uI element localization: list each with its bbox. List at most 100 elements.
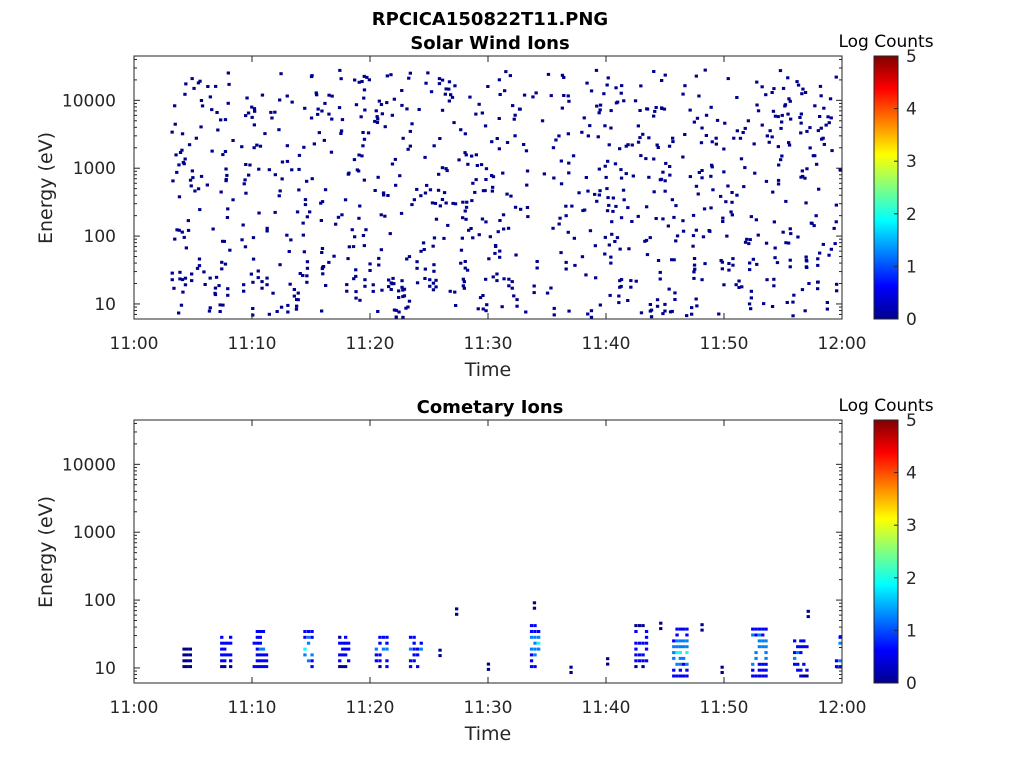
heatmap-cell — [519, 207, 523, 211]
heatmap-cell — [429, 90, 434, 94]
heatmap-cell — [660, 107, 664, 110]
heatmap-cell — [412, 659, 416, 663]
heatmap-cell — [626, 206, 630, 210]
heatmap-cell — [493, 244, 498, 247]
heatmap-cell — [784, 241, 788, 245]
heatmap-cell — [537, 647, 541, 651]
heatmap-cell — [572, 236, 576, 240]
heatmap-cell — [252, 146, 256, 150]
heatmap-cell — [223, 665, 227, 669]
heatmap-cell — [327, 93, 331, 97]
heatmap-cell — [251, 236, 256, 240]
heatmap-cell — [322, 138, 326, 142]
heatmap-cell — [196, 187, 201, 191]
heatmap-cell — [305, 215, 309, 219]
heatmap-cell — [672, 668, 676, 672]
heatmap-cell — [381, 635, 386, 639]
heatmap-cell — [799, 645, 803, 649]
heatmap-cell — [385, 647, 389, 651]
heatmap-cell — [776, 182, 781, 186]
heatmap-cell — [755, 262, 759, 266]
heatmap-cell — [626, 299, 630, 302]
heatmap-cell — [258, 144, 263, 148]
heatmap-cell — [334, 222, 338, 226]
heatmap-cell — [305, 274, 309, 278]
heatmap-cell — [765, 278, 769, 282]
heatmap-cell — [390, 113, 394, 117]
heatmap-cell — [796, 645, 800, 649]
heatmap-cell — [362, 96, 366, 100]
heatmap-cell — [252, 123, 256, 127]
heatmap-cell — [754, 674, 758, 678]
heatmap-cell — [810, 221, 814, 225]
heatmap-cell — [189, 184, 193, 188]
heatmap-cell — [312, 142, 316, 146]
heatmap-cell — [629, 285, 633, 289]
heatmap-cell — [218, 303, 222, 307]
heatmap-cell — [178, 270, 182, 274]
heatmap-cell — [764, 639, 768, 643]
heatmap-cell — [835, 289, 839, 293]
heatmap-cell — [178, 151, 183, 154]
heatmap-cell — [314, 91, 318, 95]
heatmap-cell — [675, 662, 679, 666]
heatmap-cell — [799, 131, 803, 135]
heatmap-cell — [554, 138, 558, 142]
heatmap-cell — [661, 217, 665, 221]
heatmap-cell — [483, 189, 487, 193]
heatmap-cell — [362, 244, 366, 248]
heatmap-cell — [379, 103, 384, 106]
heatmap-cell — [691, 213, 696, 217]
heatmap-cell — [361, 234, 366, 237]
heatmap-cell — [263, 132, 267, 136]
heatmap-cell — [285, 159, 290, 163]
heatmap-cell — [490, 140, 494, 144]
panel-title: Solar Wind Ions — [410, 33, 569, 54]
heatmap-cell — [385, 74, 389, 78]
heatmap-cell — [392, 97, 396, 101]
heatmap-cell — [407, 299, 412, 303]
heatmap-cell — [586, 134, 590, 138]
heatmap-cell — [764, 662, 768, 666]
heatmap-cell — [709, 206, 713, 210]
heatmap-cell — [180, 148, 184, 152]
heatmap-cell — [760, 123, 764, 127]
heatmap-cell — [210, 108, 214, 112]
heatmap-cell — [471, 236, 475, 240]
heatmap-cell — [279, 305, 284, 309]
heatmap-cell — [589, 309, 594, 313]
heatmap-cell — [226, 71, 230, 75]
heatmap-cell — [723, 121, 727, 125]
heatmap-cell — [699, 141, 704, 145]
y-axis-label: Energy (eV) — [35, 132, 57, 244]
heatmap-cell — [419, 249, 423, 253]
heatmap-cell — [598, 108, 602, 112]
heatmap-cell — [338, 641, 342, 645]
heatmap-cell — [719, 259, 723, 262]
heatmap-cell — [461, 277, 465, 281]
heatmap-cell — [714, 142, 718, 146]
heatmap-cell — [694, 184, 699, 188]
heatmap-cell — [513, 113, 517, 117]
heatmap-cell — [557, 222, 561, 226]
heatmap-cell — [832, 226, 836, 230]
heatmap-cell — [649, 315, 654, 319]
heatmap-cell — [338, 659, 342, 663]
y-tick-label: 100 — [84, 591, 116, 611]
heatmap-cell — [188, 653, 192, 657]
heatmap-cell — [761, 668, 765, 672]
heatmap-cell — [670, 309, 674, 313]
heatmap-cell — [663, 309, 667, 313]
heatmap-cell — [442, 191, 447, 195]
heatmap-cell — [551, 226, 555, 230]
heatmap-cell — [567, 309, 571, 313]
heatmap-cell — [672, 645, 676, 649]
heatmap-cell — [177, 311, 181, 315]
heatmap-cell — [491, 275, 495, 279]
heatmap-cell — [344, 653, 348, 657]
heatmap-cell — [559, 159, 563, 163]
heatmap-cell — [196, 81, 201, 85]
heatmap-cell — [385, 659, 389, 663]
heatmap-cell — [542, 172, 546, 176]
heatmap-cell — [302, 145, 306, 149]
